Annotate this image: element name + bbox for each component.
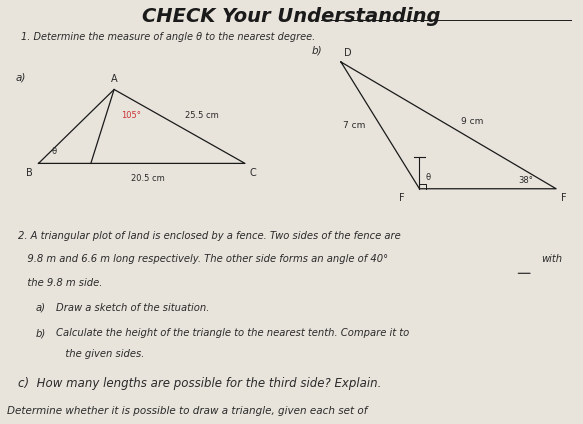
Text: CHECK Your Understanding: CHECK Your Understanding <box>142 7 441 26</box>
Text: F: F <box>561 193 567 203</box>
Text: Draw a sketch of the situation.: Draw a sketch of the situation. <box>56 303 209 313</box>
Text: Calculate the height of the triangle to the nearest tenth. Compare it to: Calculate the height of the triangle to … <box>56 328 409 338</box>
Text: 38°: 38° <box>518 176 533 184</box>
Text: A: A <box>111 74 117 84</box>
Text: b): b) <box>36 328 46 338</box>
Text: 20.5 cm: 20.5 cm <box>131 174 164 183</box>
Text: D: D <box>344 48 352 58</box>
Text: a): a) <box>15 73 26 83</box>
Text: c)  How many lengths are possible for the third side? Explain.: c) How many lengths are possible for the… <box>18 377 381 390</box>
Text: F: F <box>399 193 405 203</box>
Text: Determine whether it is possible to draw a triangle, given each set of: Determine whether it is possible to draw… <box>6 406 367 416</box>
Text: θ: θ <box>425 173 430 182</box>
Text: the 9.8 m side.: the 9.8 m side. <box>18 277 103 287</box>
Text: 9.8 m and 6.6 m long respectively. The other side forms an angle of 40°: 9.8 m and 6.6 m long respectively. The o… <box>18 254 388 264</box>
Text: 2. A triangular plot of land is enclosed by a fence. Two sides of the fence are: 2. A triangular plot of land is enclosed… <box>18 231 401 241</box>
Text: θ: θ <box>51 147 57 156</box>
Text: 1. Determine the measure of angle θ to the nearest degree.: 1. Determine the measure of angle θ to t… <box>21 32 315 42</box>
Text: 25.5 cm: 25.5 cm <box>185 111 219 120</box>
Text: C: C <box>250 168 257 179</box>
Text: B: B <box>26 168 33 179</box>
Text: a): a) <box>36 303 45 313</box>
Text: b): b) <box>312 45 322 55</box>
Text: with: with <box>542 254 563 264</box>
Text: 105°: 105° <box>121 111 141 120</box>
Text: 9 cm: 9 cm <box>461 117 483 126</box>
Text: the given sides.: the given sides. <box>56 349 145 360</box>
Text: 7 cm: 7 cm <box>343 121 365 130</box>
